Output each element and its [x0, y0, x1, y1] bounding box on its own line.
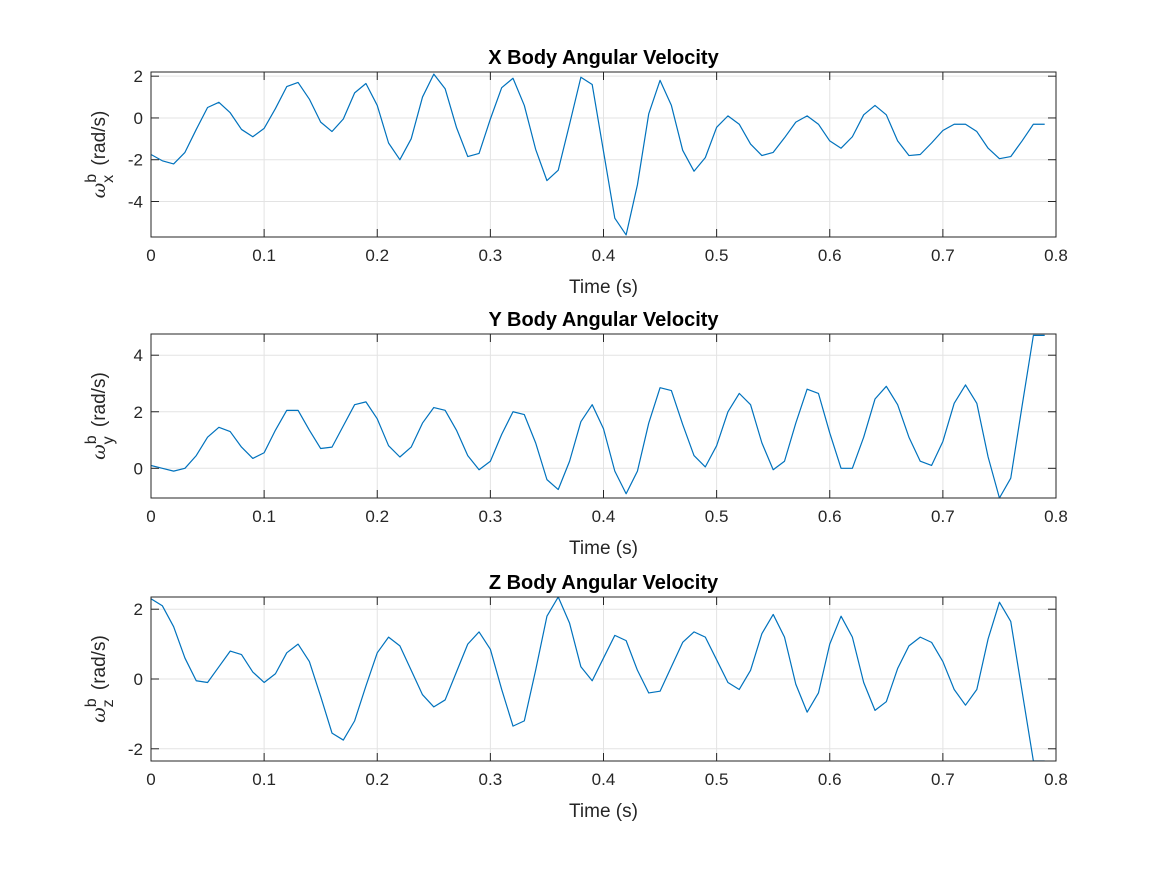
y-axis-label-superscript-x: b	[83, 174, 100, 183]
chart-title-y: Y Body Angular Velocity	[488, 309, 719, 331]
x-tick-label-x-1: 0.1	[252, 246, 276, 265]
y-tick-label-y-2: 4	[134, 346, 143, 365]
y-axis-label-symbol-x: ω	[88, 183, 110, 199]
x-tick-label-y-1: 0.1	[252, 507, 276, 526]
x-tick-label-y-0: 0	[146, 507, 155, 526]
x-tick-label-z-8: 0.8	[1044, 770, 1068, 789]
x-axis-label-x: Time (s)	[569, 277, 638, 298]
y-axis-label-x: ωbx (rad/s)	[83, 111, 117, 199]
x-tick-label-x-6: 0.6	[818, 246, 842, 265]
y-tick-label-y-0: 0	[134, 459, 143, 478]
x-tick-label-z-5: 0.5	[705, 770, 729, 789]
y-tick-label-z-2: 2	[134, 600, 143, 619]
x-tick-label-y-3: 0.3	[479, 507, 503, 526]
series-line-x-0	[151, 73, 1045, 236]
x-tick-label-z-6: 0.6	[818, 770, 842, 789]
x-tick-label-x-0: 0	[146, 246, 155, 265]
y-tick-label-z-1: 0	[134, 670, 143, 689]
x-tick-label-x-7: 0.7	[931, 246, 955, 265]
x-tick-label-y-8: 0.8	[1044, 507, 1068, 526]
x-tick-label-x-2: 0.2	[365, 246, 389, 265]
y-tick-label-x-0: -4	[128, 192, 143, 211]
y-tick-label-z-0: -2	[128, 740, 143, 759]
x-tick-label-y-7: 0.7	[931, 507, 955, 526]
x-tick-label-z-4: 0.4	[592, 770, 616, 789]
y-tick-label-x-2: 0	[134, 109, 143, 128]
y-tick-label-x-1: -2	[128, 151, 143, 170]
x-tick-label-z-2: 0.2	[365, 770, 389, 789]
y-tick-label-y-1: 2	[134, 403, 143, 422]
y-axis-label-y: ωby (rad/s)	[83, 372, 117, 460]
y-axis-label-subscript-x: x	[100, 175, 117, 183]
series-line-y-0	[151, 334, 1045, 498]
y-tick-label-x-3: 2	[134, 67, 143, 86]
y-axis-label-unit-z: (rad/s)	[89, 635, 110, 695]
y-axis-label-unit-x: (rad/s)	[89, 111, 110, 171]
x-axis-label-y: Time (s)	[569, 538, 638, 559]
x-tick-label-x-4: 0.4	[592, 246, 616, 265]
subplot-y: 0 0.1 0.2 0.3 0.4 0.5 0.6 0.7 0.8 0 2 4 Y Body Angul…	[83, 309, 1068, 559]
subplot-x: 0 0.1 0.2 0.3 0.4 0.5 0.6 0.7 0.8 -4 -2 0 2 X Body An…	[83, 47, 1068, 298]
chart-title-x: X Body Angular Velocity	[488, 47, 719, 69]
x-tick-label-x-5: 0.5	[705, 246, 729, 265]
y-axis-label-subscript-z: z	[100, 699, 117, 707]
y-axis-label-symbol-z: ω	[88, 707, 110, 723]
y-axis-label-superscript-y: b	[83, 435, 100, 444]
x-tick-label-z-7: 0.7	[931, 770, 955, 789]
x-tick-label-z-0: 0	[146, 770, 155, 789]
y-axis-label-z: ωbz (rad/s)	[83, 635, 117, 723]
y-axis-label-subscript-y: y	[100, 436, 117, 444]
y-axis-label-superscript-z: b	[83, 698, 100, 707]
y-axis-label-unit-y: (rad/s)	[89, 372, 110, 432]
x-tick-label-y-6: 0.6	[818, 507, 842, 526]
y-axis-label-symbol-y: ω	[88, 444, 110, 460]
x-tick-label-y-5: 0.5	[705, 507, 729, 526]
x-axis-label-z: Time (s)	[569, 801, 638, 822]
x-tick-label-z-1: 0.1	[252, 770, 276, 789]
x-tick-label-z-3: 0.3	[479, 770, 503, 789]
x-tick-label-x-8: 0.8	[1044, 246, 1068, 265]
series-line-z-0	[151, 597, 1045, 761]
chart-title-z: Z Body Angular Velocity	[489, 572, 719, 594]
x-tick-label-x-3: 0.3	[479, 246, 503, 265]
x-tick-label-y-4: 0.4	[592, 507, 616, 526]
x-tick-label-y-2: 0.2	[365, 507, 389, 526]
